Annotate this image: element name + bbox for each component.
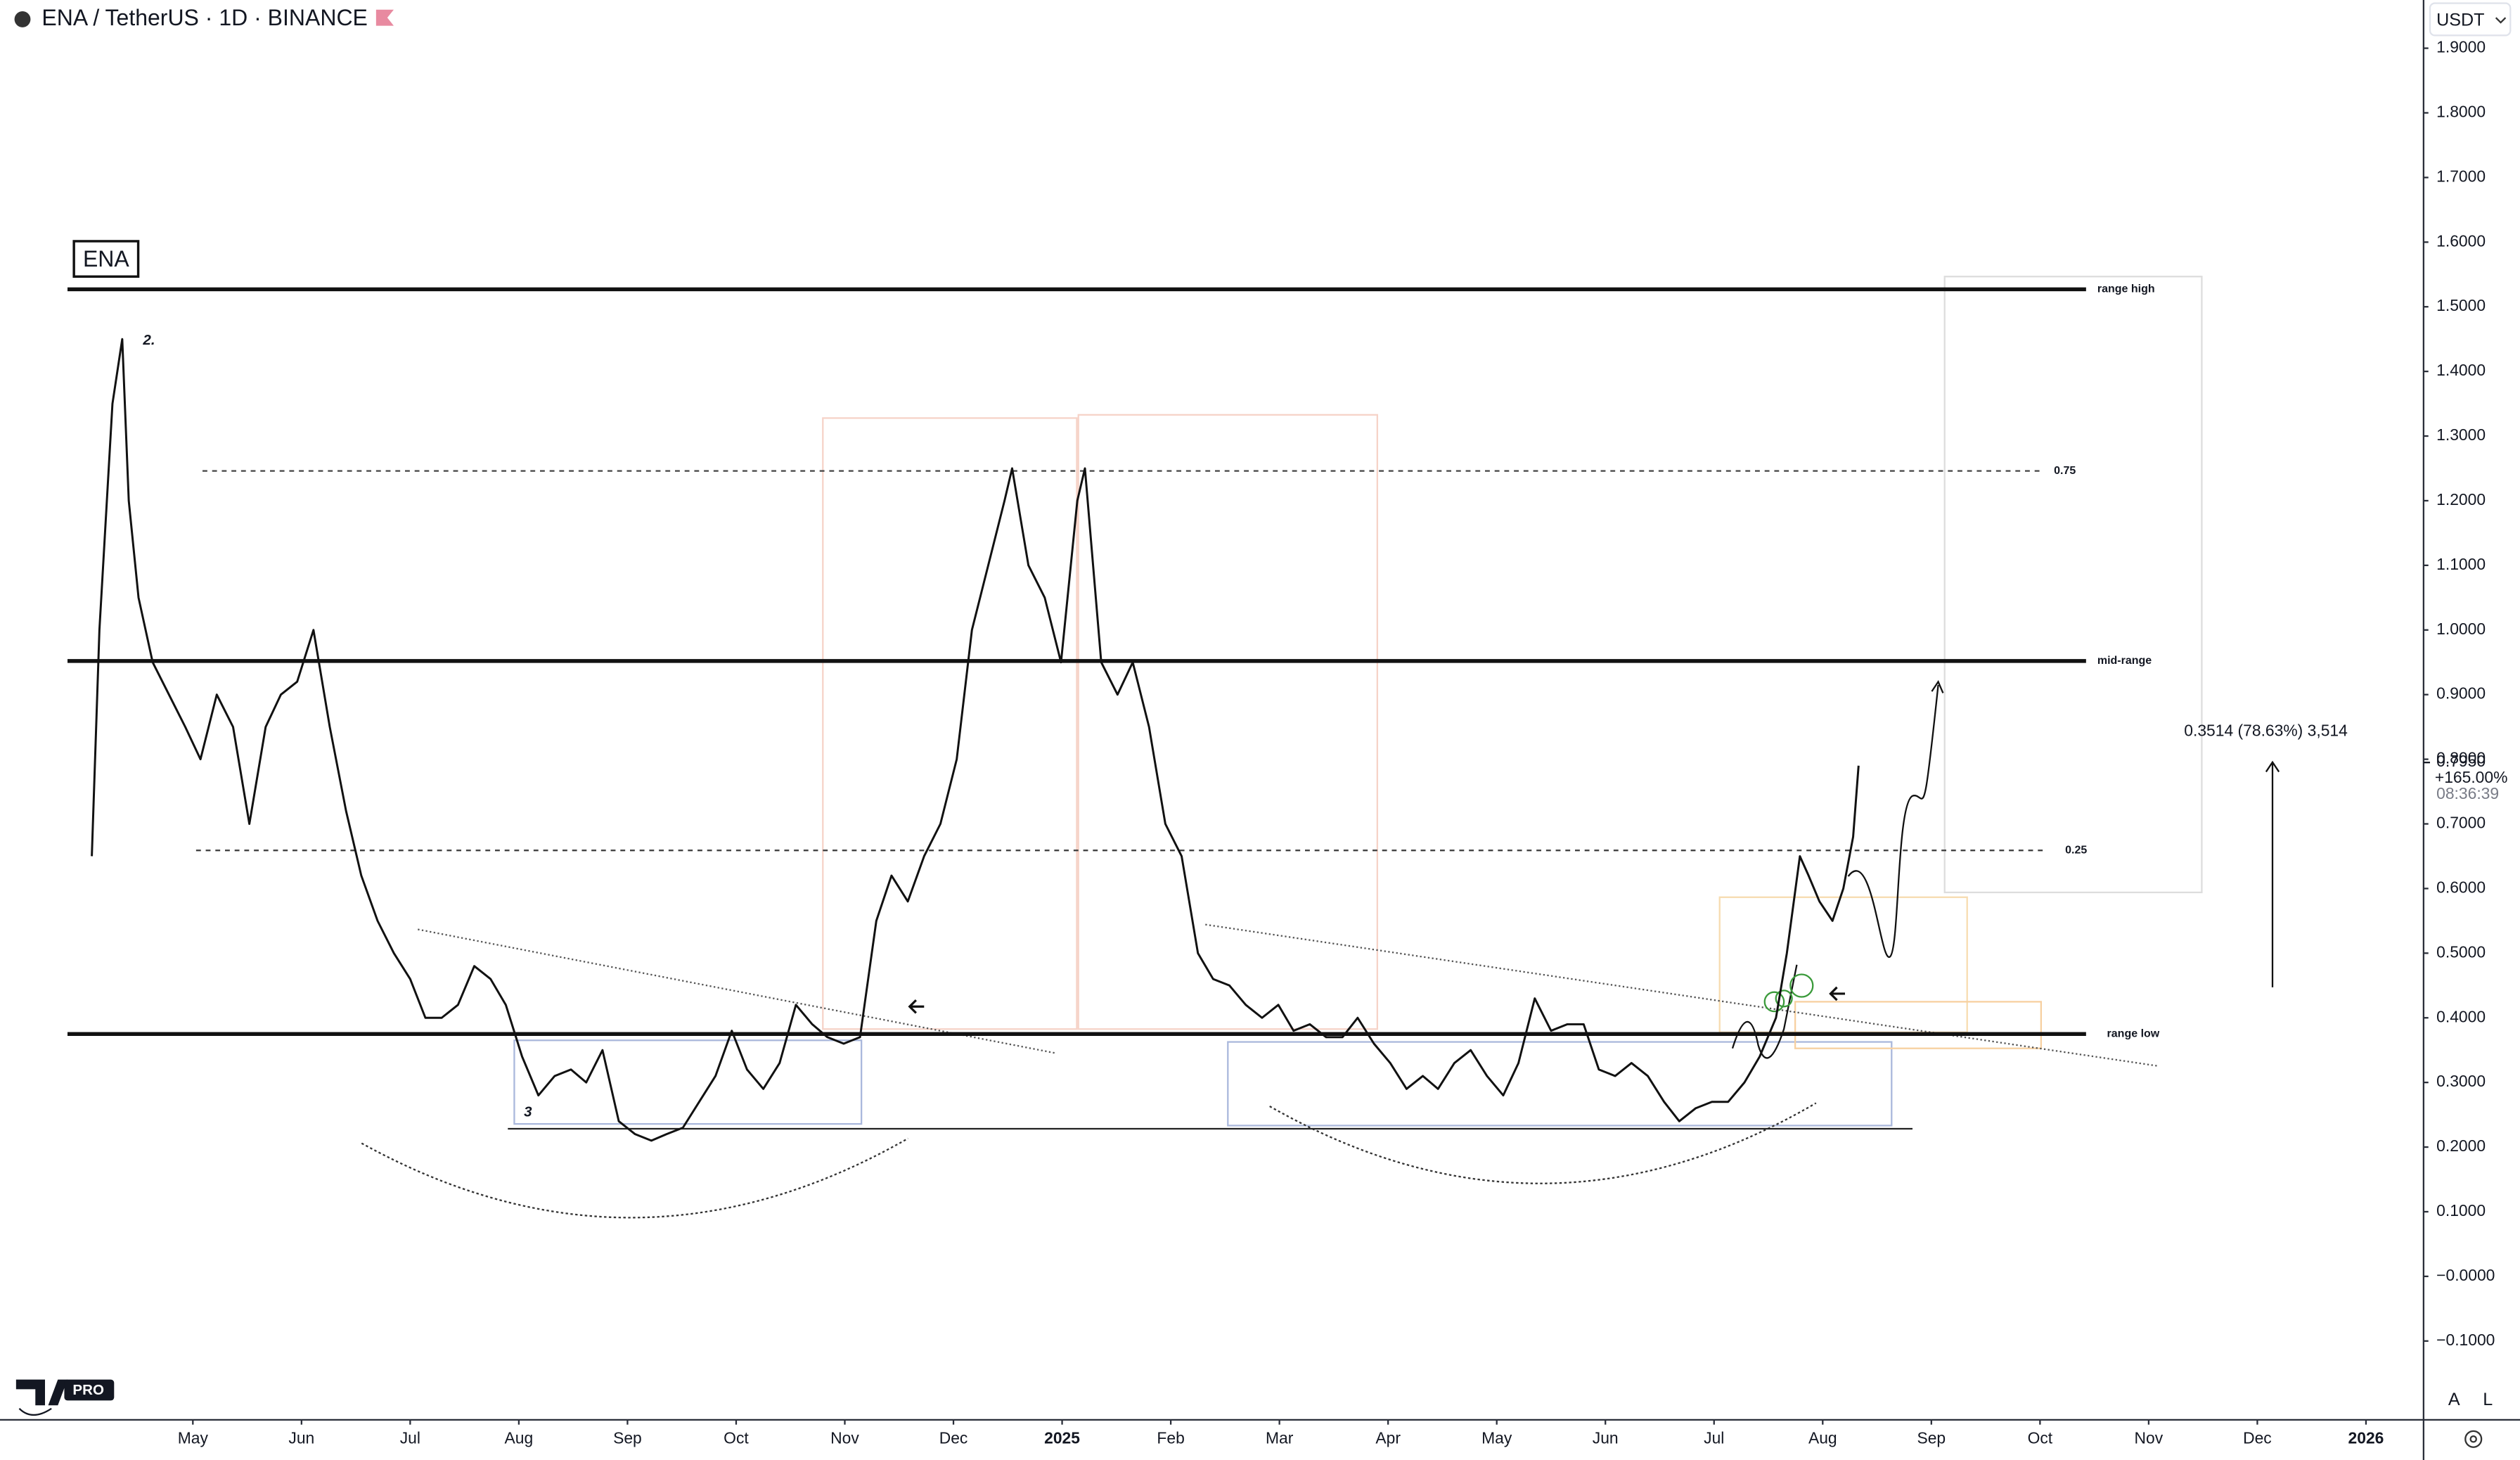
box [822,417,1078,1030]
settings-icon[interactable] [2464,1430,2483,1448]
box [513,1039,863,1125]
logo [18,1407,52,1416]
y-tick-label: 1.8000 [2436,103,2486,121]
y-tick-label: 1.2000 [2436,490,2486,508]
y-tick-label: −0.0000 [2436,1266,2495,1284]
circle-marker [1789,973,1814,998]
y-tick-label: 0.9000 [2436,684,2486,703]
y-tick-label: 1.1000 [2436,555,2486,573]
x-tick-label: Apr [1375,1428,1401,1447]
y-tick-label: 0.1000 [2436,1201,2486,1219]
arrow [1829,986,1845,1001]
x-tick-label: 2025 [1044,1428,1080,1447]
forecast-path [1847,680,1944,958]
y-tick-label: 0.4000 [2436,1007,2486,1025]
curve [361,1137,908,1219]
x-tick-label: 2026 [2348,1428,2384,1447]
x-tick-label: Oct [2028,1428,2053,1447]
last-price-label: 0.7950 [2436,752,2486,770]
settings-button[interactable] [2464,1430,2483,1448]
flag-icon [375,9,394,26]
wave-label: 3 [524,1104,532,1120]
y-tick-label: 0.3000 [2436,1072,2486,1090]
currency-label[interactable]: USDT [2436,10,2484,30]
y-tick-label: 0.6000 [2436,878,2486,896]
box [1943,276,2203,894]
chart-title: ENA / TetherUS · 1D · BINANCE [41,5,367,30]
x-tick-label: Sep [613,1428,642,1447]
y-tick-label: 1.3000 [2436,425,2486,444]
logo-badge [64,1379,115,1401]
x-tick-label: May [1481,1428,1512,1447]
x-tick-label: Jul [1704,1428,1724,1447]
scale-button[interactable]: L [2483,1390,2493,1409]
x-tick-label: Jul [400,1428,420,1447]
level-label: range low [2107,1027,2160,1039]
y-tick-label: 0.5000 [2436,942,2486,961]
box [1077,414,1378,1030]
symbol-label: ENA [83,246,129,271]
circle-marker [1763,991,1785,1013]
settings-icon[interactable] [2469,1435,2477,1443]
x-tick-label: Jun [1593,1428,1619,1447]
x-tick-label: Aug [1808,1428,1837,1447]
dropdown-caret[interactable] [2495,17,2507,24]
change-label: +165.00% [2435,768,2508,786]
y-tick-label: 1.9000 [2436,38,2486,56]
circle-marker [1775,990,1793,1008]
y-tick-label: −0.1000 [2436,1331,2495,1349]
arrow [908,999,925,1014]
logo [15,1379,68,1406]
x-tick-label: Feb [1157,1428,1184,1447]
level-label: 0.75 [2054,465,2076,477]
logo-text: PRO [72,1382,104,1398]
y-tick-label: 1.5000 [2436,296,2486,314]
x-tick-label: Nov [830,1428,859,1447]
y-tick-label: 0.7000 [2436,814,2486,832]
symbol-label-box [72,240,140,278]
countdown: 08:36:39 [2436,784,2499,802]
box [1227,1041,1893,1127]
curve [1269,1102,1817,1184]
drawings [361,276,2280,1219]
y-tick-label: 0.8000 [2436,749,2486,767]
level-label: mid-range [2097,655,2152,667]
currency-dropdown[interactable] [2429,2,2512,37]
x-tick-label: Oct [724,1428,749,1447]
measure-label: 0.3514 (78.63%) 3,514 [2184,721,2348,739]
x-tick-label: Aug [505,1428,534,1447]
x-tick-label: Nov [2135,1428,2164,1447]
y-tick-label: 1.6000 [2436,231,2486,250]
y-tick-label: 1.0000 [2436,620,2486,638]
x-tick-label: Sep [1917,1428,1946,1447]
level-label: 0.25 [2065,844,2087,856]
y-tick-label: 1.7000 [2436,167,2486,185]
arrow [2265,760,2280,987]
level-label: range high [2097,283,2155,295]
wave-label: 2. [142,332,155,348]
symbol-icon [14,11,31,27]
y-tick-label: 1.4000 [2436,361,2486,379]
x-tick-label: Dec [2243,1428,2272,1447]
x-tick-label: May [178,1428,209,1447]
x-tick-label: Jun [288,1428,314,1447]
x-tick-label: Dec [939,1428,968,1447]
box [1794,1001,2042,1049]
price-line [91,338,1860,1142]
x-tick-label: Mar [1266,1428,1294,1447]
scale-button[interactable]: A [2448,1390,2460,1409]
y-tick-label: 0.2000 [2436,1136,2486,1155]
